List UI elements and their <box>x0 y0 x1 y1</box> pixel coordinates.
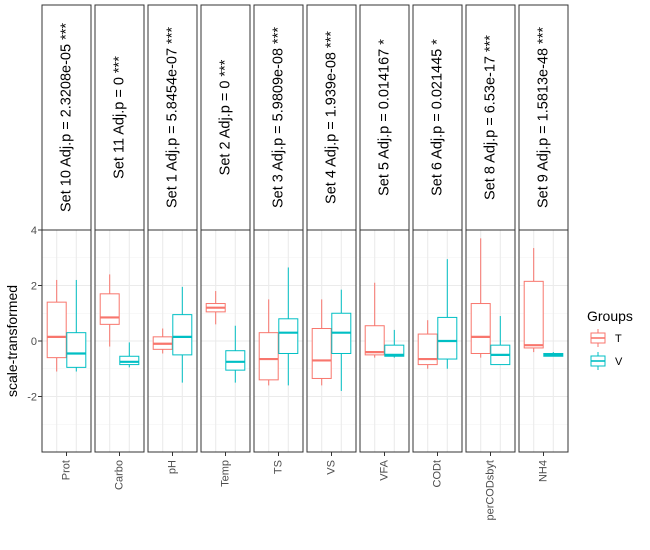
facet-strip-label: Set 1 Adj.p = 5.8454e-07 *** <box>164 27 180 208</box>
x-tick-label: VFA <box>378 459 390 480</box>
facet-strip <box>465 4 516 231</box>
box-V <box>278 267 299 386</box>
x-tick-label: Prot <box>60 460 72 480</box>
box-T <box>470 238 491 358</box>
box-iqr <box>258 332 279 381</box>
box-iqr <box>46 301 67 359</box>
facet-panel: Set 10 Adj.p = 2.3208e-05 *** Prot <box>41 4 92 480</box>
x-tick-label: TS <box>272 460 284 474</box>
facet-strip <box>359 4 410 231</box>
y-axis-title: scale-transformed <box>4 285 20 397</box>
legend: Groups TV <box>587 308 633 372</box>
y-tick-label: 0 <box>31 336 37 348</box>
box-iqr <box>99 293 120 325</box>
box-iqr <box>119 355 140 366</box>
box-iqr <box>172 314 193 356</box>
box-V <box>66 279 87 372</box>
legend-label: V <box>615 356 623 368</box>
facet-strip <box>200 4 251 231</box>
facet-panel: Set 9 Adj.p = 1.5813e-48 *** NH4 <box>518 4 569 482</box>
facet-strip <box>306 4 357 231</box>
box-V <box>490 316 511 366</box>
facet-strip-label: Set 3 Adj.p = 5.9809e-08 *** <box>270 27 286 208</box>
x-tick-label: pH <box>166 460 178 474</box>
box-T <box>205 291 226 325</box>
facet-strip <box>253 4 304 231</box>
box-iqr <box>364 325 385 356</box>
box-iqr <box>437 316 458 360</box>
x-tick-label: Temp <box>219 460 231 487</box>
legend-key <box>587 327 609 349</box>
box-iqr <box>225 350 246 371</box>
facet-panel: Set 5 Adj.p = 0.014167 * VFA <box>359 4 410 481</box>
box-V <box>172 286 193 383</box>
box-T <box>99 274 120 347</box>
box-iqr <box>470 303 491 354</box>
facet-strip-label: Set 2 Adj.p = 0 *** <box>217 59 233 175</box>
box-iqr <box>417 333 438 366</box>
box-iqr <box>523 280 544 349</box>
facet-strip-label: Set 5 Adj.p = 0.014167 * <box>376 39 392 196</box>
facet-strip-label: Set 10 Adj.p = 2.3208e-05 *** <box>58 23 74 212</box>
box-iqr <box>278 318 299 354</box>
x-tick-label: perCODsbyt <box>484 460 496 521</box>
facet-panel: Set 4 Adj.p = 1.939e-08 *** VS <box>306 4 357 475</box>
y-tick-label: -2 <box>27 392 37 404</box>
box-T <box>152 328 173 354</box>
box-iqr <box>311 328 332 379</box>
box-T <box>311 299 332 386</box>
legend-title: Groups <box>587 308 633 324</box>
facet-panel: Set 1 Adj.p = 5.8454e-07 *** pH <box>147 4 198 474</box>
box-iqr <box>384 344 405 357</box>
facet-strip <box>41 4 92 231</box>
facet-strip-label: Set 6 Adj.p = 0.021445 * <box>429 39 445 196</box>
y-tick-label: 2 <box>31 281 37 293</box>
facet-strip-label: Set 8 Adj.p = 6.53e-17 *** <box>482 35 498 200</box>
facet-panel: Set 6 Adj.p = 0.021445 * CODt <box>412 4 463 488</box>
facet-strip <box>518 4 569 231</box>
box-V <box>119 342 140 368</box>
x-tick-label: CODt <box>431 460 443 488</box>
box-T <box>364 282 385 358</box>
facet-strip <box>94 4 145 231</box>
facet-panel: Set 3 Adj.p = 5.9809e-08 *** TS <box>253 4 304 474</box>
facet-strip-label: Set 11 Adj.p = 0 *** <box>111 56 127 179</box>
box-V <box>331 289 352 391</box>
box-V <box>543 352 564 357</box>
x-tick-label: VS <box>325 460 337 475</box>
x-tick-label: NH4 <box>537 460 549 482</box>
box-iqr <box>66 332 87 368</box>
box-V <box>225 325 246 383</box>
box-T <box>417 320 438 369</box>
facet-strip-label: Set 4 Adj.p = 1.939e-08 *** <box>323 31 339 204</box>
facet-strip-label: Set 9 Adj.p = 1.5813e-48 *** <box>535 27 551 208</box>
facet-panel: Set 2 Adj.p = 0 *** Temp <box>200 4 251 487</box>
y-tick-label: 4 <box>31 225 37 237</box>
box-T <box>258 299 279 386</box>
box-V <box>437 259 458 369</box>
facet-panel: Set 8 Adj.p = 6.53e-17 *** perCODsbyt <box>465 4 516 521</box>
box-V <box>384 329 405 358</box>
legend-label: T <box>615 333 622 345</box>
facet-panel: Set 11 Adj.p = 0 *** Carbo <box>94 4 145 490</box>
legend-key <box>587 350 609 372</box>
x-tick-label: Carbo <box>113 460 125 490</box>
box-T <box>523 248 544 353</box>
box-T <box>46 279 67 372</box>
